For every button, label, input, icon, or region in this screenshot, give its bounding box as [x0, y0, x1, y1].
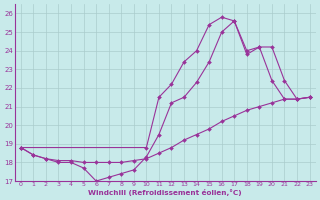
X-axis label: Windchill (Refroidissement éolien,°C): Windchill (Refroidissement éolien,°C)	[88, 189, 242, 196]
